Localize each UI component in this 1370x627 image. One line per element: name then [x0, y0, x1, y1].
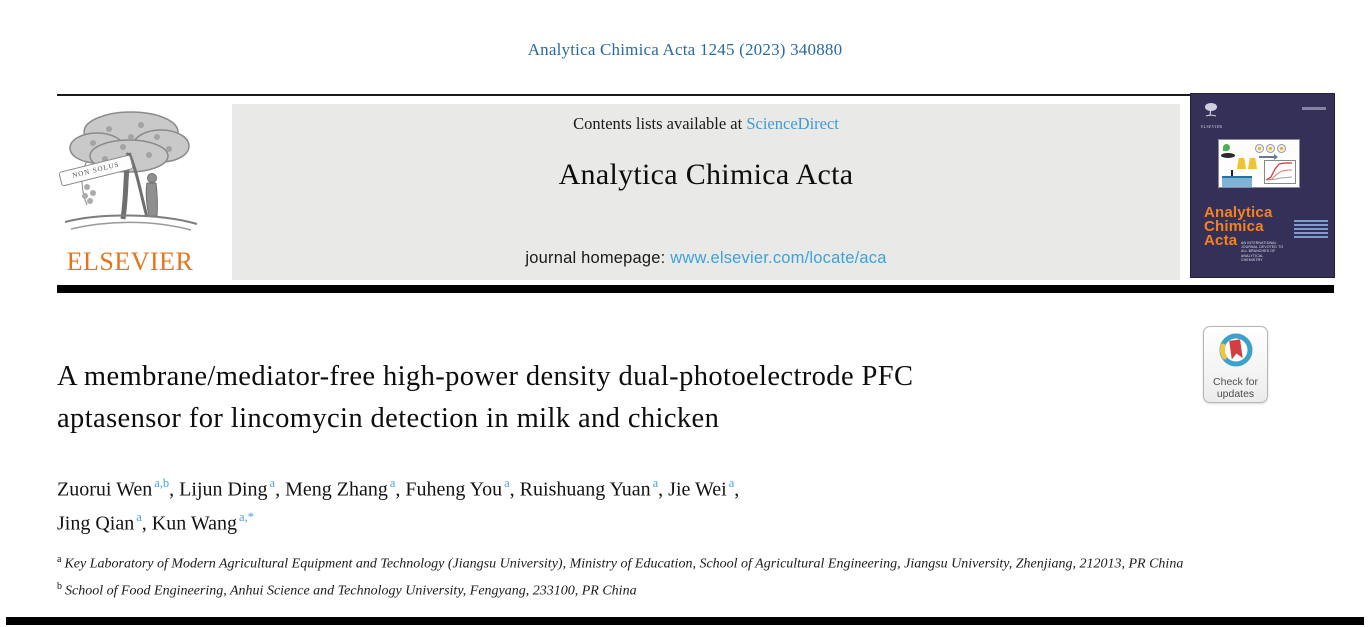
cover-curve-chart: [1264, 160, 1296, 184]
author-affiliation-superscript: a: [652, 476, 659, 490]
affiliation-text: Key Laboratory of Modern Agricultural Eq…: [64, 556, 1184, 572]
author-name: Ruishuang Yuan: [519, 478, 651, 501]
cover-arrow-graphic: [1259, 154, 1278, 160]
author-affiliation-superscript: a: [269, 476, 276, 490]
affiliation-superscript: a: [57, 554, 62, 565]
top-rule: [57, 94, 1334, 96]
badge-label: Check for updates: [1213, 376, 1258, 400]
page-bottom-rule: [6, 617, 1364, 625]
author-name: Meng Zhang: [285, 478, 388, 501]
journal-homepage-link[interactable]: www.elsevier.com/locate/aca: [670, 249, 887, 267]
cover-electrode-graphic: [1248, 158, 1257, 169]
cover-issn-text: [1302, 107, 1326, 110]
author-affiliation-superscript: a,*: [239, 509, 254, 524]
cover-subtitle: AN INTERNATIONAL JOURNAL DEVOTED TO ALL …: [1241, 241, 1284, 262]
elsevier-logo[interactable]: NON SOLUS ELSEVIER: [57, 99, 203, 279]
header-thick-rule: [57, 285, 1334, 293]
affiliation-line: b School of Food Engineering, Anhui Scien…: [57, 576, 1315, 603]
journal-cover-thumbnail[interactable]: ELSEVIER Analytica Chimica: [1190, 93, 1335, 278]
cover-elsevier-tree-icon: [1205, 103, 1217, 117]
author-affiliation-superscript: a: [504, 476, 510, 490]
contents-line: Contents lists available at ScienceDirec…: [232, 114, 1180, 134]
cover-solution-graphic: [1222, 176, 1252, 187]
author-line: Jing Qian a, Kun Wang a,*: [57, 509, 254, 535]
homepage-line: journal homepage: www.elsevier.com/locat…: [232, 249, 1180, 268]
affiliation-line: a Key Laboratory of Modern Agricultural E…: [57, 549, 1315, 576]
author-name: Jie Wei: [668, 478, 727, 501]
author-name: Jing Qian: [57, 512, 135, 535]
cover-editors-text-lines: [1294, 220, 1328, 240]
author-list: Zuorui Wen a,b, Lijun Ding a, Meng Zhang a,…: [57, 470, 1157, 537]
cover-graphical-abstract: [1218, 139, 1300, 188]
author-affiliation-superscript: a: [389, 476, 396, 490]
cover-soil-graphic: [1221, 153, 1235, 158]
article-title: A membrane/mediator-free high-power dens…: [57, 356, 1157, 440]
cover-particle-row: [1255, 144, 1286, 153]
check-for-updates-badge[interactable]: Check for updates: [1203, 326, 1268, 403]
author-name: Fuheng You: [405, 478, 503, 501]
elsevier-wordmark: ELSEVIER: [66, 247, 194, 276]
article-title-line2: aptasensor for lincomycin detection in m…: [57, 403, 720, 434]
author-name: Lijun Ding: [179, 478, 268, 501]
sciencedirect-link[interactable]: ScienceDirect: [746, 114, 839, 133]
author-affiliation-superscript: a: [136, 509, 142, 524]
cover-sprout-graphic: [1223, 144, 1230, 151]
author-name: Kun Wang: [151, 512, 238, 535]
article-title-line1: A membrane/mediator-free high-power dens…: [57, 361, 914, 392]
author-name: Zuorui Wen: [57, 478, 153, 501]
cover-elsevier-mark: ELSEVIER: [1201, 102, 1222, 129]
author-line: Zuorui Wen a,b, Lijun Ding a, Meng Zhang a,…: [57, 476, 740, 501]
affiliations: a Key Laboratory of Modern Agricultural E…: [57, 549, 1315, 602]
homepage-prefix: journal homepage:: [525, 249, 671, 267]
author-affiliation-superscript: a: [728, 476, 735, 490]
journal-header-box: Contents lists available at ScienceDirec…: [232, 104, 1180, 280]
journal-title: Analytica Chimica Acta: [558, 158, 854, 191]
check-for-updates-icon: [1219, 333, 1252, 367]
affiliation-text: School of Food Engineering, Anhui Scienc…: [65, 583, 637, 599]
contents-prefix: Contents lists available at: [573, 114, 747, 133]
author-affiliation-superscript: a,b: [154, 476, 170, 490]
cover-journal-title: Analytica Chimica Acta: [1204, 204, 1273, 249]
cover-electrode-graphic: [1237, 158, 1246, 169]
affiliation-superscript: b: [57, 580, 62, 592]
journal-citation: Analytica Chimica Acta 1245 (2023) 34088…: [527, 40, 843, 59]
